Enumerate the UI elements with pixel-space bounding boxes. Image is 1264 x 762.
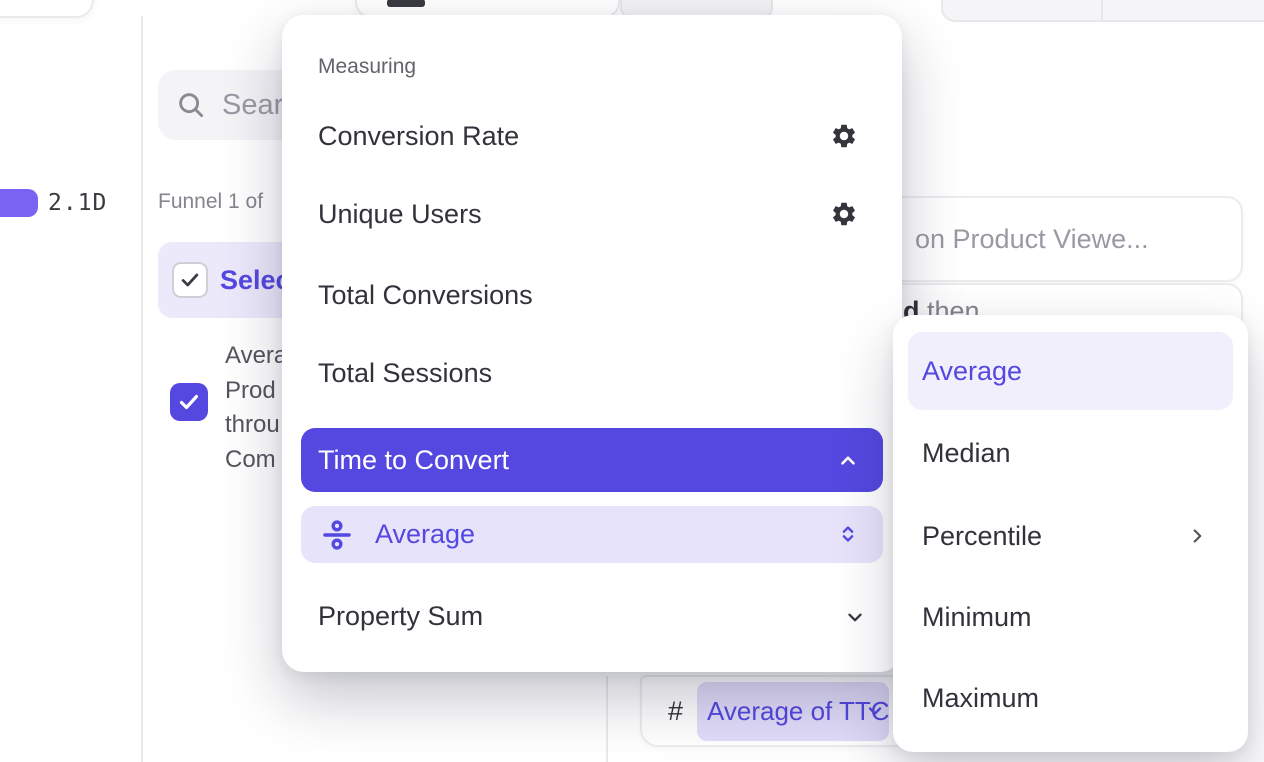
step-checkbox-checked[interactable] [172,262,208,298]
agg-item-percentile[interactable]: Percentile [893,508,1248,564]
toolbar-segment-right [941,0,1264,22]
metric-description-line: Com [225,445,276,473]
metric-description-line: throu [225,411,280,438]
selected-step-label: Selec [220,265,291,295]
agg-item-minimum[interactable]: Minimum [922,602,1032,632]
gear-icon[interactable] [830,122,858,150]
metric-checkbox-checked[interactable] [170,383,208,421]
search-icon [179,93,204,118]
event-select-value: on Product Viewe... [915,224,1149,254]
menu-item-conversion-rate[interactable]: Conversion Rate [282,106,902,166]
metric-pill-label: Average of TTC [707,696,890,726]
menu-item-property-sum[interactable]: Property Sum [282,585,902,647]
chevron-right-icon [1193,529,1202,543]
menu-item-unique-users[interactable]: Unique Users [282,184,902,244]
aggregation-dropdown: Average Median Percentile Minimum Maximu… [893,315,1248,752]
average-aggregation-icon [323,520,351,550]
toolbar-icon-fragment [387,0,425,7]
panel-divider-left [141,16,143,762]
toolbar-card-left [0,0,94,18]
measuring-dropdown: Measuring Conversion Rate Unique Users T… [282,15,902,672]
toolbar-segment-divider [1101,0,1103,20]
measuring-section-label: Measuring [318,55,417,78]
menu-item-total-conversions[interactable]: Total Conversions [318,280,533,310]
metric-description-line: Avera [225,342,288,369]
check-icon [179,394,199,410]
chevron-down-icon [848,613,862,622]
agg-item-maximum[interactable]: Maximum [922,683,1040,713]
metric-description: Avera Prod throu Com [225,339,365,477]
menu-item-total-sessions[interactable]: Total Sessions [318,358,493,388]
agg-item-average[interactable]: Average [922,356,1023,386]
aggregation-selector[interactable]: Average [301,506,883,563]
aggregation-selector-value: Average [375,519,476,549]
chevron-up-icon [841,456,855,465]
check-icon [181,273,199,287]
selected-item-highlight [908,332,1233,410]
numeric-type-symbol: # [668,696,684,726]
metric-pill-button[interactable]: Average of TTC [697,682,890,741]
menu-item-time-to-convert-selected[interactable]: Time to Convert [301,428,883,492]
search-placeholder: Sear [222,89,284,121]
gear-icon[interactable] [830,200,858,228]
chevrons-up-down-icon [842,526,854,542]
agg-item-median[interactable]: Median [922,438,1011,468]
legend-value: 2.1D [48,190,108,216]
metric-description-line: Prod [225,376,276,404]
panel-divider-middle [606,676,608,762]
legend-color-swatch [0,189,38,217]
funnel-counter-label: Funnel 1 of [158,190,264,213]
chevron-down-icon [868,707,882,715]
